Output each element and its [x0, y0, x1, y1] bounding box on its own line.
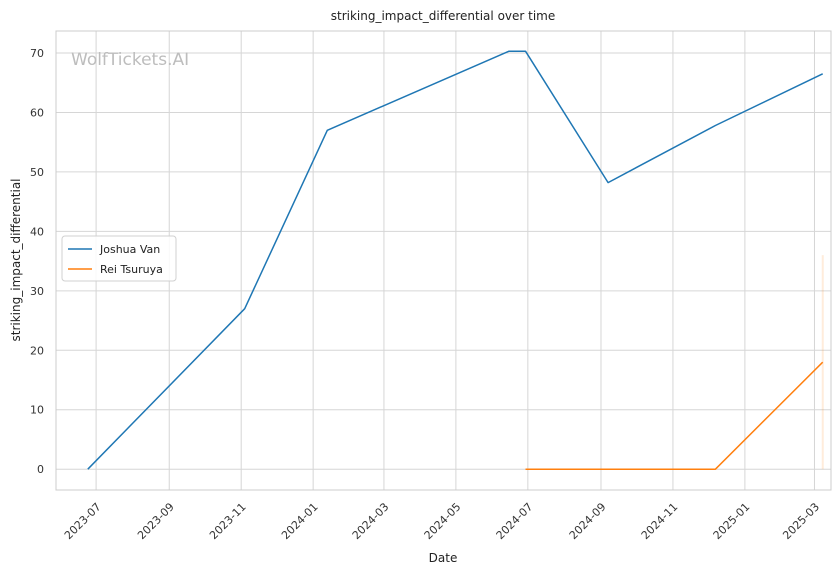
confidence-band [821, 255, 824, 470]
y-tick-label: 30 [30, 285, 44, 298]
x-axis-title: Date [429, 551, 458, 565]
legend: Joshua Van Rei Tsuruya [61, 235, 177, 282]
legend-label-joshua-van: Joshua Van [99, 243, 160, 256]
y-axis-ticks: 0 10 20 30 40 50 60 70 [30, 47, 44, 476]
y-tick-label: 40 [30, 225, 44, 238]
y-tick-label: 60 [30, 106, 44, 119]
watermark: WolfTickets.AI [71, 50, 189, 70]
y-axis-title: striking_impact_differential [9, 178, 23, 341]
series-line-rei-tsuruya [525, 361, 824, 470]
series-lines [87, 50, 824, 470]
legend-label-rei-tsuruya: Rei Tsuruya [100, 263, 163, 276]
series-band [821, 255, 824, 470]
y-tick-label: 0 [37, 463, 44, 476]
y-tick-label: 10 [30, 404, 44, 417]
y-tick-label: 50 [30, 166, 44, 179]
chart-title: striking_impact_differential over time [331, 9, 556, 23]
series-line-joshua-van [87, 50, 824, 470]
y-tick-label: 70 [30, 47, 44, 60]
grid-lines [56, 31, 831, 490]
y-tick-label: 20 [30, 344, 44, 357]
plot-frame [55, 30, 832, 491]
